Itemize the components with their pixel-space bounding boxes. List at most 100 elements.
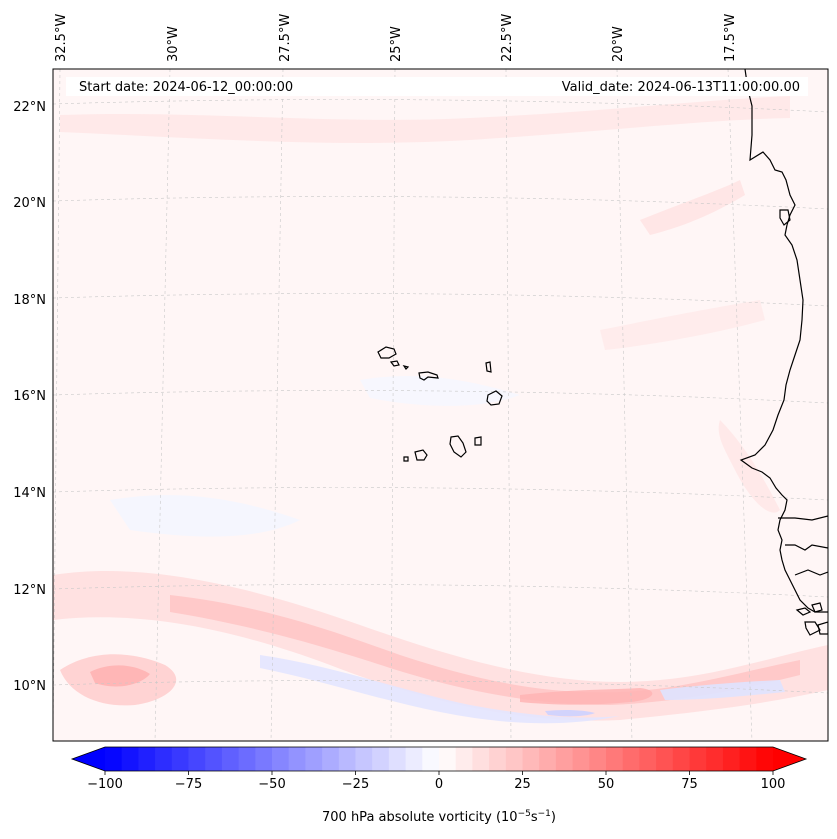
colorbar-tick-label: −100 [87,777,123,792]
island-brava [403,456,409,462]
colorbar-tick-label: −75 [175,777,202,792]
vorticity-patch-negative-west [110,495,300,537]
vorticity-patch-positive-south-core [520,688,653,705]
island-fogo [414,449,428,461]
colorbar-swatch [522,747,540,771]
vorticity-band-positive-north [60,96,790,143]
island-santa-luzia [402,365,410,370]
colorbar-label: 700 hPa absolute vorticity (10−5s−1) [322,809,556,825]
meridian-22-5w [505,69,512,741]
colorbar-swatch [622,747,640,771]
lon-label-32-5w: 32.5°W [54,14,69,62]
meridian-20w [616,69,633,741]
colorbar-swatch [555,747,574,771]
meridian-27-5w [270,69,284,741]
vorticity-band-positive-south-inner [170,595,800,705]
parallel-12n [53,584,828,598]
date-header-box [66,77,808,96]
lat-label-22n: 22°N [13,100,46,115]
colorbar-swatch [155,747,173,771]
vorticity-patch-negative-center [360,375,520,406]
lat-label-20n: 20°N [13,196,46,211]
longitude-labels: 32.5°W 30°W 27.5°W 25°W 22.5°W 20°W 17.5… [54,14,738,62]
lat-label-14n: 14°N [13,486,46,501]
colorbar-swatch [472,747,490,771]
vorticity-field [53,96,828,724]
map-frame [52,68,829,742]
lon-label-20w: 20°W [611,26,626,62]
vorticity-patch-positive-ne [640,180,745,235]
colorbar-swatch [739,747,757,771]
colorbar-swatch [489,747,507,771]
coast-detail-bijagos-1 [795,607,812,616]
meridian-25w [390,69,396,741]
colorbar-swatch [338,747,356,771]
lon-label-22-5w: 22.5°W [500,14,515,62]
island-sao-vicente [389,360,400,367]
colorbar-swatch [672,747,690,771]
parallel-16n [53,390,828,404]
parallel-20n [53,196,828,210]
colorbar-swatch [756,747,774,771]
lon-label-27-5w: 27.5°W [278,14,293,62]
lon-label-17-5w: 17.5°W [723,14,738,62]
colorbar-tick-label: 100 [761,777,786,792]
coast-detail-guinea-2 [817,621,828,635]
colorbar-swatch [405,747,423,771]
colorbar-swatch [455,747,473,771]
coast-detail-gambia [778,515,828,521]
coastlines [377,69,828,636]
colorbar-swatch [238,747,256,771]
colorbar-swatch [205,747,223,771]
island-boa-vista [486,390,503,406]
vorticity-band-negative-south [260,655,620,724]
colorbar-tick-label: 0 [435,777,443,792]
colorbar-tick-label: −25 [342,777,369,792]
map-panel: Start date: 2024-06-12_00:00:00 Valid_da… [52,68,829,742]
colorbar-swatch [121,747,139,771]
lon-label-25w: 25°W [389,26,404,62]
colorbar-swatch [171,747,189,771]
start-date-text: Start date: 2024-06-12_00:00:00 [79,80,293,95]
colorbar-swatch [639,747,657,771]
colorbar-swatch [656,747,674,771]
meridian-30w [154,69,171,741]
meridian-32-5w [53,69,61,741]
colorbar-swatch [138,747,156,771]
vorticity-patch-positive-east [600,300,765,350]
colorbar-swatch [272,747,290,771]
lat-label-12n: 12°N [13,583,46,598]
lat-label-18n: 18°N [13,293,46,308]
parallel-18n [53,293,828,307]
colorbar-swatch [722,747,741,771]
colorbar-swatch [606,747,624,771]
lon-label-30w: 30°W [166,26,181,62]
colorbar-extend-high-arrow [773,747,806,771]
meridian-17-5w [727,69,753,741]
colorbar-swatch [689,747,707,771]
colorbar-swatch [388,747,407,771]
colorbar-extend-low-arrow [72,747,105,771]
vorticity-patch-negative-south-core [545,709,595,717]
latitude-labels: 22°N 20°N 18°N 16°N 14°N 12°N 10°N [13,100,46,694]
colorbar-tick-label: 75 [681,777,698,792]
colorbar-swatch [706,747,724,771]
coast-detail-bissau-2 [794,569,828,576]
colorbar-swatch [422,747,440,771]
parallel-14n [53,487,828,501]
vorticity-patch-positive-sw-core [90,665,150,687]
valid-date-text: Valid_date: 2024-06-13T11:00:00.00 [562,80,800,95]
vorticity-patch-negative-se [660,680,785,700]
colorbar-tick-label: 25 [514,777,531,792]
coast-detail-guinea [804,621,821,636]
colorbar-swatch [255,747,273,771]
colorbar-tick-label: −50 [258,777,285,792]
colorbar-swatch [505,747,523,771]
colorbar-swatch [539,747,557,771]
coast-detail-bijagos-2 [811,602,823,613]
colorbar-ticks: −100 −75 −50 −25 0 25 50 75 100 [87,771,785,792]
colorbar-swatch [355,747,373,771]
colorbar-swatch [572,747,590,771]
colorbar-swatch [221,747,240,771]
